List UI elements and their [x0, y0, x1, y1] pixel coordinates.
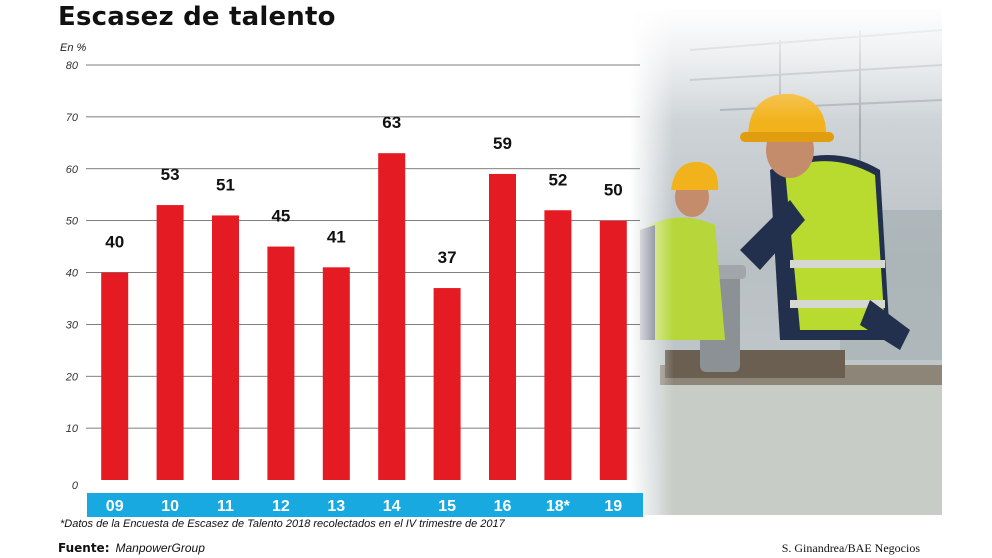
y-tick-label: 20 — [65, 371, 79, 383]
x-tick-label: 19 — [604, 498, 622, 515]
bar-value-label: 53 — [161, 165, 180, 184]
bar — [156, 205, 184, 480]
x-tick-label: 16 — [494, 498, 512, 515]
y-tick-label: 60 — [66, 164, 79, 176]
bar — [212, 215, 239, 480]
y-tick-label: 30 — [66, 319, 79, 331]
x-tick-label: 14 — [383, 498, 401, 515]
bar — [489, 173, 516, 480]
bar — [433, 288, 461, 480]
bar-value-label: 41 — [327, 227, 346, 246]
y-tick-label: 70 — [66, 112, 79, 124]
x-axis-band — [87, 493, 643, 517]
bar-value-label: 51 — [216, 175, 235, 194]
x-tick-label: 18* — [546, 498, 571, 515]
footnote: *Datos de la Encuesta de Escasez de Tale… — [60, 518, 505, 530]
bar-value-label: 59 — [493, 134, 512, 153]
workers-photo — [630, 10, 942, 515]
bar-value-label: 45 — [271, 207, 290, 226]
bar-value-label: 40 — [105, 233, 124, 252]
y-axis-unit-label: En % — [60, 42, 87, 54]
x-tick-label: 11 — [217, 498, 234, 515]
bar-value-label: 63 — [382, 113, 401, 132]
credit: S. Ginandrea/BAE Negocios — [781, 541, 920, 555]
chart-title: Escasez de talento — [58, 2, 336, 32]
y-tick-label: 10 — [66, 423, 79, 435]
source-label: Fuente: — [58, 541, 110, 555]
x-tick-label: 15 — [438, 498, 456, 515]
bar — [101, 272, 129, 480]
x-tick-label: 09 — [106, 498, 124, 515]
x-tick-label: 12 — [272, 498, 290, 515]
bar-value-label: 50 — [604, 181, 623, 200]
bar — [544, 210, 572, 480]
y-tick-label: 50 — [66, 216, 79, 228]
bar — [378, 153, 406, 480]
y-tick-label: 40 — [66, 268, 79, 280]
x-tick-label: 13 — [327, 498, 345, 515]
source: Fuente: ManpowerGroup — [58, 541, 205, 555]
bar-value-label: 52 — [548, 170, 567, 189]
bar-value-label: 37 — [438, 248, 457, 267]
bar — [267, 246, 295, 480]
bar — [322, 267, 350, 480]
bar — [599, 220, 627, 480]
source-value: ManpowerGroup — [115, 541, 205, 555]
x-tick-label: 10 — [161, 498, 179, 515]
y-tick-label: 80 — [66, 60, 79, 72]
y-tick-label: 0 — [72, 480, 79, 492]
